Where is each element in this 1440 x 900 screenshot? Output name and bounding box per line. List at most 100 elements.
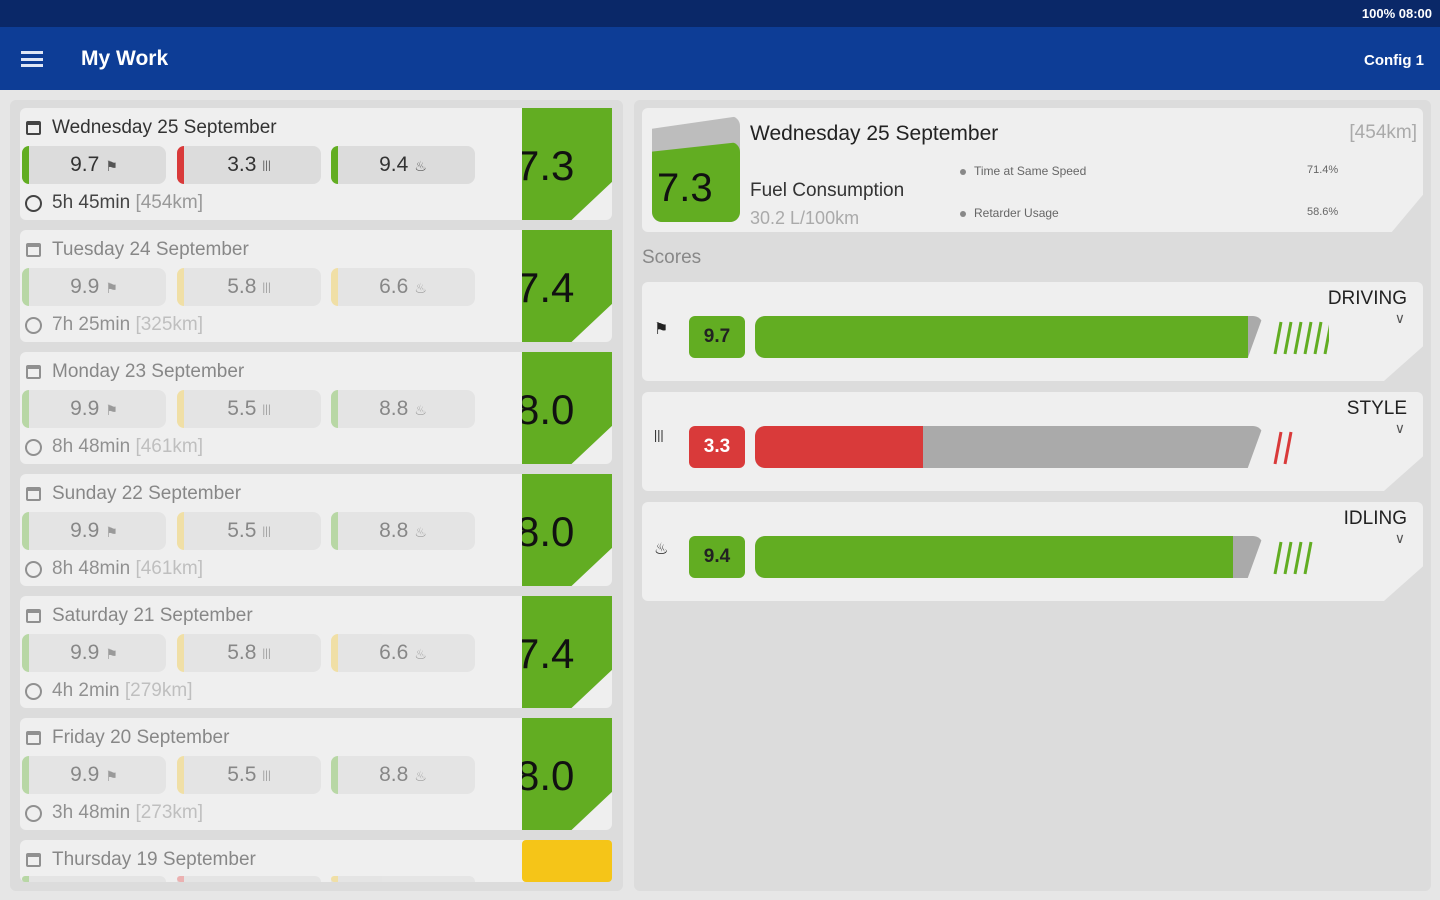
driving-score-pill: 9.9 ⚑: [22, 756, 166, 794]
idling-score-pill: 6.6 ♨: [331, 634, 475, 672]
score-card-driving[interactable]: DRIVING ∨ ⚑ 9.7: [642, 282, 1423, 381]
gearbox-icon: ꔖ: [262, 768, 271, 784]
overall-score-badge: 7.3: [652, 116, 740, 222]
config-button[interactable]: Config 1: [1364, 52, 1424, 69]
score-bar-fill: [755, 426, 923, 468]
chevron-down-icon[interactable]: ∨: [1394, 420, 1405, 436]
idling-score-pill: 8.8 ♨: [331, 756, 475, 794]
idling-score-pill: [331, 876, 475, 882]
day-duration: 8h 48min: [52, 558, 131, 579]
score-badge: 3.3: [689, 426, 745, 468]
day-score-badge: 8.0: [522, 352, 612, 464]
driving-score: 9.9: [70, 519, 100, 542]
day-card[interactable]: Monday 23 September 9.9 ⚑ 5.5 ꔖ 8.8 ♨ 8h 48min …: [20, 352, 612, 464]
day-score-badge: 8.0: [522, 474, 612, 586]
summary-card: 7.3 Wednesday 25 September [454km] Fuel …: [642, 108, 1423, 232]
idling-score-pill: 9.4 ♨: [331, 146, 475, 184]
driving-score: 9.9: [70, 397, 100, 420]
idling-score: 9.4: [379, 153, 409, 176]
score-bar-fill: [755, 536, 1233, 578]
calendar-icon: [26, 731, 41, 745]
style-score-pill: 5.8 ꔖ: [177, 268, 321, 306]
stat-value: 71.4%: [1307, 164, 1339, 176]
style-score-pill: 5.8 ꔖ: [177, 634, 321, 672]
flag-icon: ⚑: [105, 524, 118, 540]
summary-distance: [454km]: [1349, 122, 1417, 143]
day-distance: [325km]: [135, 314, 204, 335]
day-score-badge: 7.3: [522, 108, 612, 220]
score-badge: 9.4: [689, 536, 745, 578]
day-duration: 4h 2min: [52, 680, 120, 701]
gearbox-icon: ꔖ: [262, 158, 271, 174]
fuel-value: 30.2 L/100km: [750, 208, 860, 228]
calendar-icon: [26, 853, 41, 867]
stopwatch-icon: [25, 195, 42, 212]
calendar-icon: [26, 365, 41, 379]
page-title: My Work: [81, 47, 169, 70]
day-score-badge: 8.0: [522, 718, 612, 830]
day-card[interactable]: Saturday 21 September 9.9 ⚑ 5.8 ꔖ 6.6 ♨ 4h 2min…: [20, 596, 612, 708]
driving-score-pill: 9.9 ⚑: [22, 634, 166, 672]
stopwatch-icon: [25, 683, 42, 700]
chevron-down-icon[interactable]: ∨: [1394, 310, 1405, 326]
scores-heading: Scores: [642, 247, 702, 268]
day-detail: 7.3 Wednesday 25 September [454km] Fuel …: [634, 100, 1431, 891]
score-bar-track: [755, 426, 1263, 468]
day-card[interactable]: Thursday 19 September: [20, 840, 612, 882]
score-hatch-marks: [1273, 431, 1293, 465]
day-score: 7.3: [516, 142, 575, 189]
day-distance: [273km]: [135, 802, 204, 823]
style-score-pill: 5.5 ꔖ: [177, 390, 321, 428]
idling-score: 6.6: [379, 275, 409, 298]
calendar-icon: [26, 609, 41, 623]
day-card[interactable]: Friday 20 September 9.9 ⚑ 5.5 ꔖ 8.8 ♨ 3h 48min …: [20, 718, 612, 830]
gearbox-icon: ꔖ: [262, 402, 271, 418]
fuel-label: Fuel Consumption: [750, 180, 905, 201]
driving-score-pill: [22, 876, 166, 882]
idling-score: 6.6: [379, 641, 409, 664]
hamburger-icon[interactable]: [21, 51, 43, 67]
gearbox-icon: ꔖ: [262, 524, 271, 540]
chevron-down-icon[interactable]: ∨: [1394, 530, 1405, 546]
score-badge: 9.7: [689, 316, 745, 358]
driving-score: 9.7: [70, 153, 100, 176]
engine-icon: ♨: [414, 158, 427, 174]
day-distance: [454km]: [135, 192, 204, 213]
status-text: 100% 08:00: [1361, 6, 1432, 21]
style-score: 3.3: [227, 153, 257, 176]
day-distance: [461km]: [135, 558, 204, 579]
score-bar-fill: [755, 316, 1248, 358]
stat-label: Time at Same Speed: [960, 164, 1086, 178]
flag-icon: ⚑: [105, 158, 118, 174]
score-name: STYLE: [1346, 398, 1407, 419]
day-card[interactable]: Wednesday 25 September 9.7 ⚑ 3.3 ꔖ 9.4 ♨ 5h 45m…: [20, 108, 612, 220]
day-card[interactable]: Tuesday 24 September 9.9 ⚑ 5.8 ꔖ 6.6 ♨ 7h 25min…: [20, 230, 612, 342]
stat-value: 58.6%: [1307, 206, 1339, 218]
day-duration: 7h 25min: [52, 314, 131, 335]
idling-score-pill: 6.6 ♨: [331, 268, 475, 306]
score-card-idling[interactable]: IDLING ∨ ♨ 9.4: [642, 502, 1423, 601]
score-card-style[interactable]: STYLE ∨ ꔖ 3.3: [642, 392, 1423, 491]
day-score-badge: 7.4: [522, 596, 612, 708]
driving-score-pill: 9.9 ⚑: [22, 268, 166, 306]
day-date: Tuesday 24 September: [52, 239, 249, 260]
flag-icon: ⚑: [105, 646, 118, 662]
day-card[interactable]: Sunday 22 September 9.9 ⚑ 5.5 ꔖ 8.8 ♨ 8h 48min …: [20, 474, 612, 586]
driving-score-pill: 9.9 ⚑: [22, 390, 166, 428]
day-score: 8.0: [516, 508, 575, 555]
day-list[interactable]: Wednesday 25 September 9.7 ⚑ 3.3 ꔖ 9.4 ♨ 5h 45m…: [10, 100, 623, 891]
calendar-icon: [26, 487, 41, 501]
day-date: Friday 20 September: [52, 727, 230, 748]
score-name: IDLING: [1343, 508, 1407, 529]
stopwatch-icon: [25, 317, 42, 334]
day-date: Thursday 19 September: [52, 849, 256, 870]
day-score-badge: [522, 840, 612, 882]
app-bar: My Work Config 1: [0, 27, 1440, 90]
flag-icon: ⚑: [105, 402, 118, 418]
score-hatch-marks: [1273, 321, 1329, 355]
day-score: 7.4: [516, 264, 575, 311]
style-score-pill: [177, 876, 321, 882]
score-bar-track: [755, 316, 1263, 358]
flag-icon: ⚑: [654, 321, 669, 338]
stopwatch-icon: [25, 805, 42, 822]
